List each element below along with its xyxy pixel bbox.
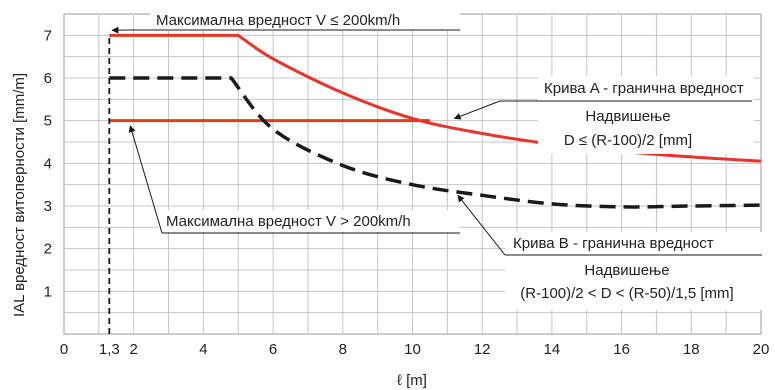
y-tick-label: 1 [44,283,52,300]
curve-a-cant-formula: D ≤ (R-100)/2 [mm] [564,132,692,149]
x-tick-label: 12 [474,341,491,358]
curve-b-arrow [457,194,506,256]
y-tick-label: 6 [44,70,52,87]
y-tick-label: 7 [44,27,52,44]
x-tick-label: 4 [199,341,207,358]
y-tick-label: 2 [44,241,52,258]
x-tick-label: 8 [339,341,347,358]
x-tick-label: 6 [269,341,277,358]
x-tick-label: 16 [613,341,630,358]
curve-a-arrow [453,100,501,120]
x-tick-label: 2 [130,341,138,358]
max-high-annotation: Максимална вредност V > 200km/h [166,213,411,230]
curve-b-cant-title: Надвишење [584,262,669,279]
x-tick-label: 1,3 [99,341,120,358]
x-tick-label: 14 [544,341,561,358]
x-tick-label: 0 [60,341,68,358]
y-axis-label: IAL вредност витоперности [mm/m] [11,73,28,317]
series-curve-b [109,76,762,209]
y-tick-label: 3 [44,198,52,215]
x-tick-label: 20 [753,341,770,358]
y-tick-label: 4 [44,155,52,172]
annotations: Максимална вредност V ≤ 200km/h Крива A … [111,11,763,310]
x-tick-label: 10 [404,341,421,358]
x-tick-label: 18 [683,341,700,358]
y-tick-label: 5 [44,113,52,130]
series-curve-a [109,33,762,163]
max-high-arrow [128,125,163,234]
series-layer [108,33,762,334]
x-axis-label: ℓ [m] [397,372,427,389]
curve-b-cant-formula: (R-100)/2 < D < (R-50)/1,5 [mm] [520,285,733,302]
max-low-annotation: Максимална вредност V ≤ 200km/h [156,12,400,29]
curve-a-label: Крива A - гранична вредност [544,80,744,97]
curve-a-cant-title: Надвишење [585,108,670,125]
curve-b-label: Крива B - гранична вредност [513,235,714,252]
